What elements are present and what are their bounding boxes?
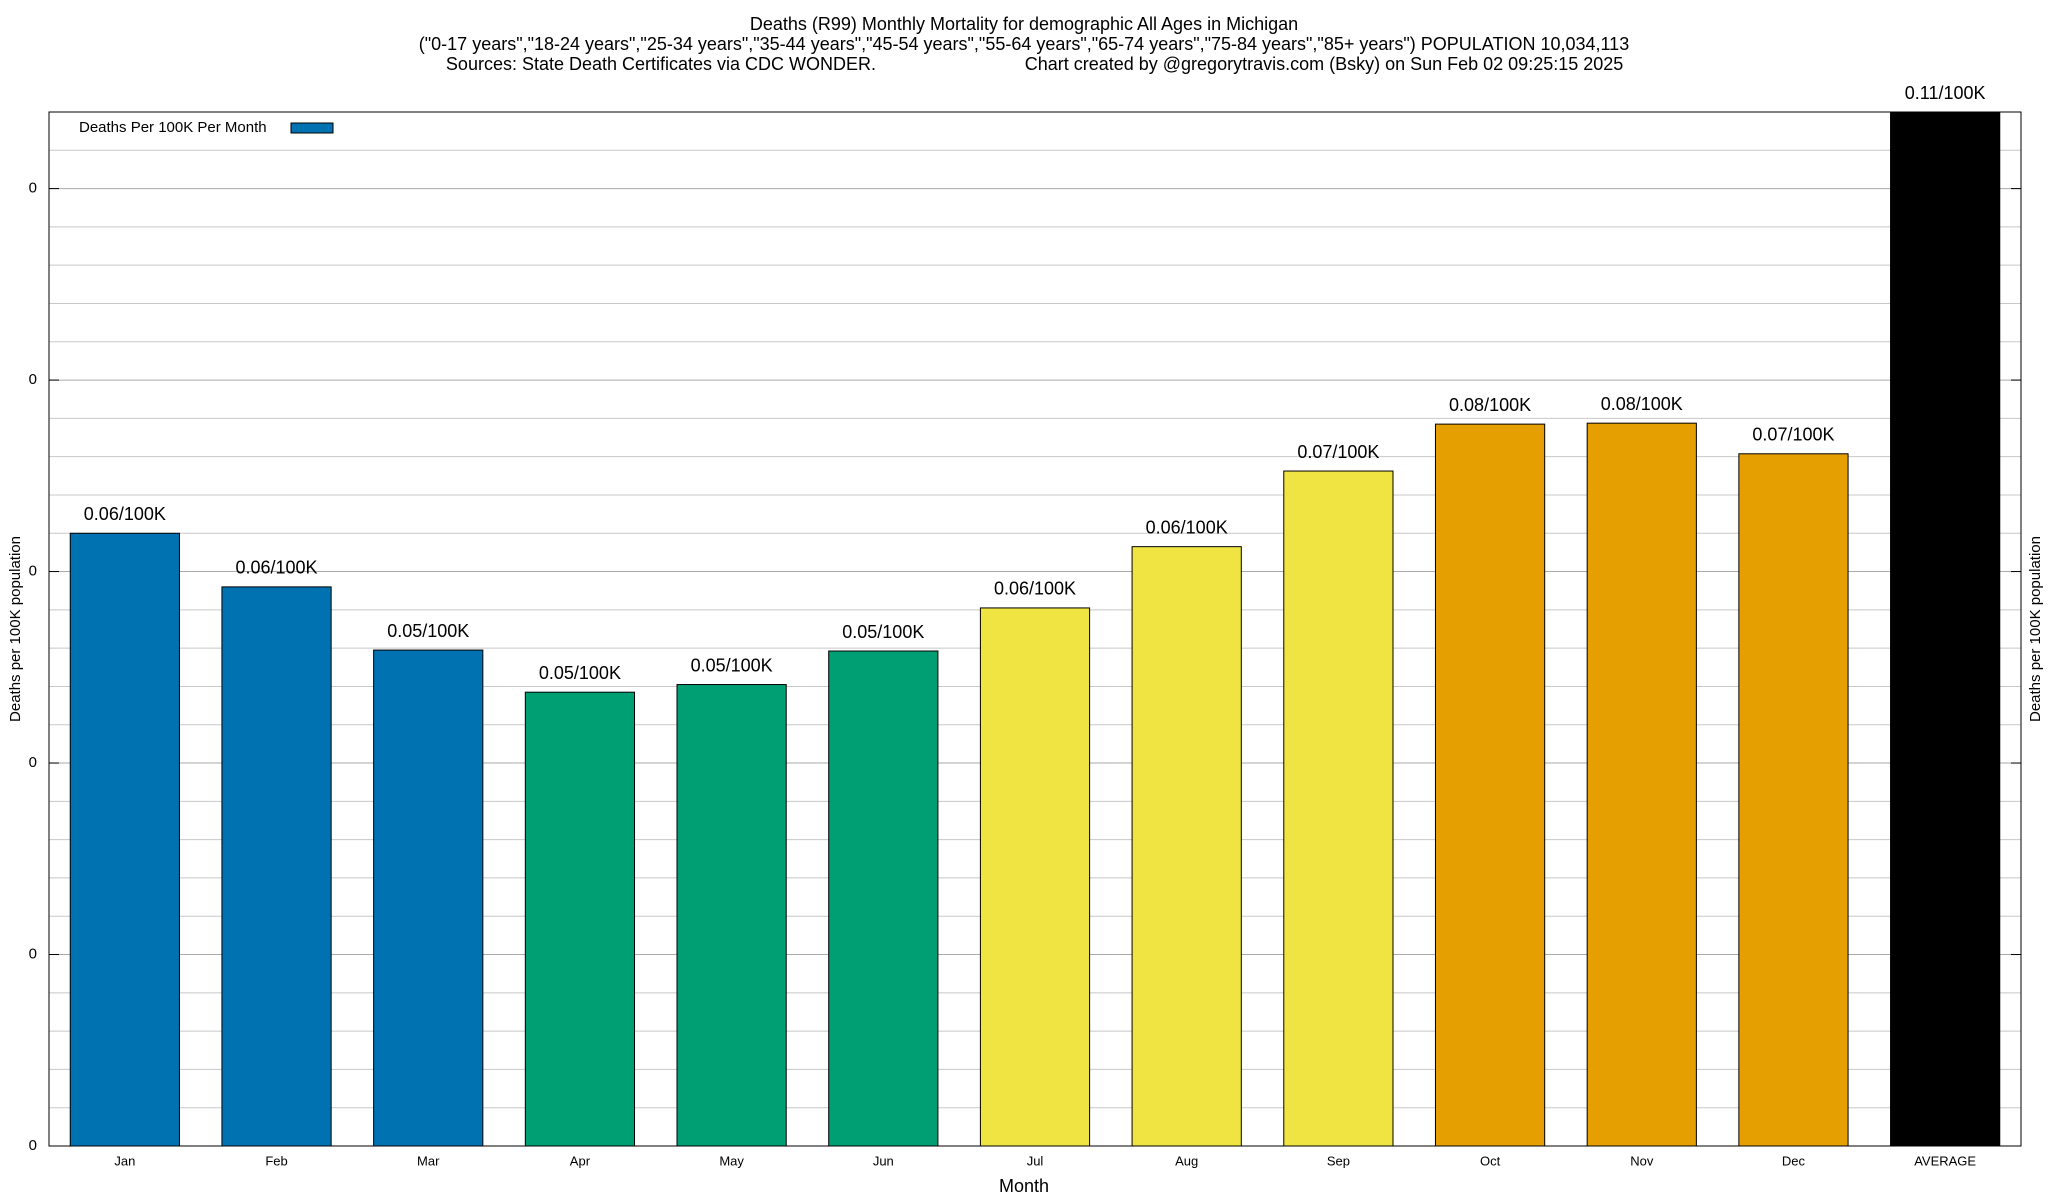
x-tick-label: Jun <box>873 1153 894 1168</box>
value-label: 0.07/100K <box>1297 442 1379 462</box>
bar <box>373 649 484 1146</box>
chart-credit: Chart created by @gregorytravis.com (Bsk… <box>1025 54 1624 74</box>
x-axis-label: Month <box>999 1176 1049 1196</box>
value-label: 0.11/100K <box>1905 83 1986 103</box>
y-tick-label: 0 <box>29 371 37 388</box>
x-tick-label: Nov <box>1630 1153 1654 1168</box>
y2-axis-label: Deaths per 100K population <box>2027 536 2044 722</box>
y-tick-label: 0 <box>29 563 37 580</box>
bar <box>1738 453 1849 1146</box>
value-label: 0.05/100K <box>691 655 773 675</box>
value-label: 0.05/100K <box>842 622 924 642</box>
x-tick-label: Oct <box>1480 1153 1501 1168</box>
value-label: 0.08/100K <box>1449 395 1531 415</box>
value-label: 0.05/100K <box>387 621 469 641</box>
y-tick-label: 0 <box>29 1137 37 1154</box>
x-tick-label: Apr <box>570 1153 591 1168</box>
legend-swatch <box>290 122 334 134</box>
bar <box>1131 546 1242 1146</box>
bar <box>828 650 939 1146</box>
bar <box>221 586 332 1146</box>
y-tick-label: 0 <box>29 945 37 962</box>
bar <box>1434 423 1546 1146</box>
bar <box>524 691 636 1146</box>
bar <box>979 607 1091 1146</box>
x-tick-label: Aug <box>1175 1153 1198 1168</box>
bar <box>1890 112 2001 1146</box>
chart-source: Sources: State Death Certificates via CD… <box>446 54 876 74</box>
x-tick-label: AVERAGE <box>1914 1153 1976 1168</box>
chart-subtitle: ("0-17 years","18-24 years","25-34 years… <box>419 34 1629 54</box>
x-tick-label: Jul <box>1027 1153 1044 1168</box>
value-label: 0.07/100K <box>1752 425 1834 445</box>
y-tick-label: 0 <box>29 754 37 771</box>
x-tick-label: Feb <box>265 1153 287 1168</box>
value-label: 0.06/100K <box>994 579 1076 599</box>
y-tick-label: 0 <box>29 180 37 197</box>
value-label: 0.06/100K <box>84 504 166 524</box>
bar <box>1586 422 1697 1146</box>
plot-frame <box>48 111 2022 1147</box>
bar <box>1283 470 1394 1146</box>
legend-label: Deaths Per 100K Per Month <box>79 119 267 136</box>
value-label: 0.08/100K <box>1601 394 1683 414</box>
x-tick-label: Mar <box>417 1153 440 1168</box>
value-label: 0.05/100K <box>539 663 621 683</box>
chart-title: Deaths (R99) Monthly Mortality for demog… <box>750 14 1298 34</box>
bars <box>69 112 2001 1146</box>
value-label: 0.06/100K <box>1146 517 1228 537</box>
value-label: 0.06/100K <box>235 558 317 578</box>
x-tick-label: May <box>719 1153 744 1168</box>
bar <box>676 684 787 1146</box>
x-tick-label: Dec <box>1782 1153 1806 1168</box>
x-tick-label: Jan <box>114 1153 135 1168</box>
x-tick-label: Sep <box>1327 1153 1350 1168</box>
bar <box>69 532 180 1146</box>
y-axis-label: Deaths per 100K population <box>7 536 24 722</box>
